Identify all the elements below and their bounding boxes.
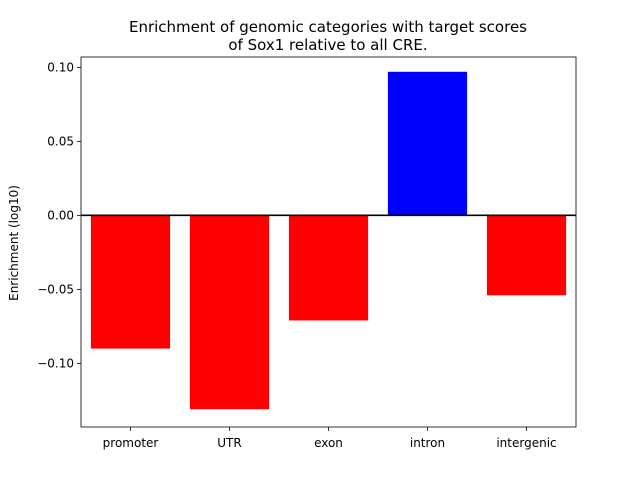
bar-exon bbox=[288, 215, 369, 321]
x-tick-label-intron: intron bbox=[410, 436, 445, 450]
bar-intergenic bbox=[486, 215, 567, 296]
bar-promoter bbox=[90, 215, 171, 349]
chart-title-line-1: Enrichment of genomic categories with ta… bbox=[129, 18, 527, 36]
x-tick-label-intergenic: intergenic bbox=[496, 436, 556, 450]
y-tick-label: −0.10 bbox=[37, 356, 74, 370]
bar-intron bbox=[387, 71, 468, 216]
x-tick-label-exon: exon bbox=[314, 436, 343, 450]
x-tick-label-UTR: UTR bbox=[217, 436, 241, 450]
chart-title-line-2: of Sox1 relative to all CRE. bbox=[228, 36, 427, 54]
y-tick-label: 0.00 bbox=[47, 208, 74, 222]
y-axis-label: Enrichment (log10) bbox=[7, 185, 21, 301]
y-tick-label: −0.05 bbox=[37, 282, 74, 296]
plot-area: −0.10 −0.05 0.00 0.05 0.10 promoter UTR exon int… bbox=[37, 56, 577, 450]
y-tick-label: 0.10 bbox=[47, 60, 74, 74]
axes-frame bbox=[80, 56, 577, 428]
y-tick-label: 0.05 bbox=[47, 134, 74, 148]
bar-UTR bbox=[189, 215, 270, 410]
x-tick-label-promoter: promoter bbox=[103, 436, 159, 450]
